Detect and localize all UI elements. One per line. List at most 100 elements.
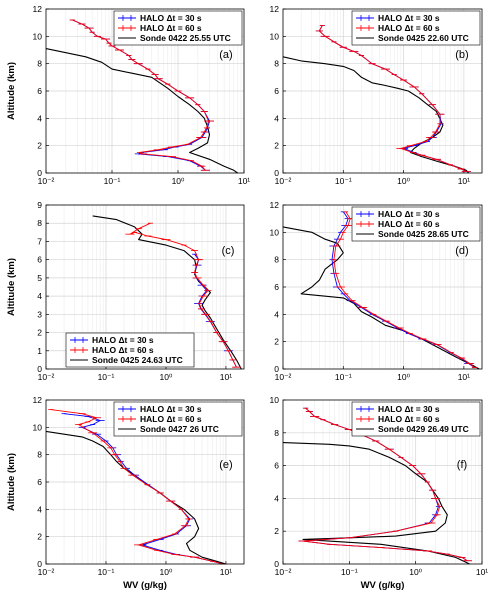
y-tick-label: 10 <box>270 31 280 41</box>
y-tick-label: 12 <box>270 200 280 210</box>
y-tick-label: 3 <box>37 309 42 319</box>
y-tick-label: 4 <box>37 291 42 301</box>
y-tick-label: 8 <box>274 255 279 265</box>
plot-frame <box>282 204 483 370</box>
series-line <box>50 409 224 565</box>
y-tick-label: 2 <box>37 141 42 151</box>
y-tick-label: 0 <box>37 364 42 374</box>
y-tick-label: 4 <box>274 493 279 503</box>
y-tick-label: 4 <box>37 113 42 123</box>
legend-label: HALO Δt = 30 s <box>140 13 202 23</box>
x-tick-label: 10⁻² <box>275 372 292 382</box>
legend-label: HALO Δt = 60 s <box>140 23 202 33</box>
panel-label: (a) <box>219 49 232 61</box>
x-tick-label: 10⁰ <box>160 567 173 577</box>
x-tick-label: 10¹ <box>220 567 232 577</box>
x-tick-label: 10¹ <box>458 372 470 382</box>
y-tick-label: 6 <box>37 477 42 487</box>
y-tick-label: 6 <box>37 255 42 265</box>
panel-label: (f) <box>457 459 467 471</box>
plot-frame <box>282 399 483 565</box>
legend-label: HALO Δt = 60 s <box>378 414 440 424</box>
x-tick-label: 10⁻¹ <box>335 372 352 382</box>
x-tick-label: 10⁰ <box>397 176 410 186</box>
plot-frame <box>45 204 245 370</box>
series-line <box>129 222 237 368</box>
panel-label: (c) <box>222 245 235 257</box>
y-tick-label: 12 <box>33 4 43 14</box>
y-tick-label: 0 <box>274 364 279 374</box>
y-tick-label: 1 <box>37 346 42 356</box>
legend-label: Sonde 0425 24.63 UTC <box>92 355 183 365</box>
y-tick-label: 10 <box>270 395 280 405</box>
legend-label: Sonde 0425 28.65 UTC <box>378 229 469 239</box>
panel-a: 10⁻² 10⁻¹ 10⁰ 10¹ 0 2 4 6 8 10 12 HALO Δt = 30 sHAL… <box>6 4 250 186</box>
x-tick-label: 10⁻² <box>38 176 55 186</box>
y-axis-label: Altitude (km) <box>6 453 17 511</box>
x-tick-label: 10⁻² <box>38 372 55 382</box>
y-tick-label: 7 <box>37 236 42 246</box>
y-axis-label: Altitude (km) <box>6 258 17 316</box>
series-line <box>282 56 470 174</box>
y-tick-label: 6 <box>274 86 279 96</box>
y-tick-label: 4 <box>274 113 279 123</box>
legend-label: HALO Δt = 30 s <box>92 335 154 345</box>
legend-label: Sonde 0422 25.55 UTC <box>140 33 231 43</box>
y-tick-label: 2 <box>274 141 279 151</box>
y-tick-label: 5 <box>37 273 42 283</box>
panel-c: 10⁻² 10⁻¹ 10⁰ 10¹ 0 1 2 3 4 5 6 7 8 9 HALO Δt = 30 sHA… <box>6 200 245 382</box>
y-tick-label: 2 <box>274 337 279 347</box>
panel-e: 10⁻² 10⁻¹ 10⁰ 10¹ 0 2 4 6 8 10 12 HALO Δt = 30 sHAL… <box>6 395 245 591</box>
y-tick-label: 8 <box>37 218 42 228</box>
series-line <box>333 211 475 368</box>
series-line <box>45 48 238 174</box>
legend-label: HALO Δt = 30 s <box>140 404 202 414</box>
legend-label: Sonde 0425 22.60 UTC <box>378 33 469 43</box>
y-tick-label: 0 <box>274 559 279 569</box>
legend-label: Sonde 0427 26 UTC <box>140 424 219 434</box>
plot-frame <box>282 8 483 174</box>
legend-label: HALO Δt = 30 s <box>378 209 440 219</box>
series-line <box>282 226 480 370</box>
x-tick-label: 10¹ <box>220 372 232 382</box>
y-tick-label: 12 <box>270 4 280 14</box>
y-tick-label: 0 <box>274 168 279 178</box>
legend-label: Sonde 0429 26.49 UTC <box>378 424 469 434</box>
panel-f: 10⁻² 10⁻¹ 10⁰ 10¹ 0 2 4 6 8 10 HALO Δt = 30 sHALO … <box>270 395 489 591</box>
x-tick-label: 10⁻² <box>275 567 292 577</box>
y-axis-label: Altitude (km) <box>6 62 17 120</box>
x-tick-label: 10⁰ <box>397 372 410 382</box>
legend-label: HALO Δt = 30 s <box>378 404 440 414</box>
y-tick-label: 10 <box>33 422 43 432</box>
y-tick-label: 6 <box>274 282 279 292</box>
y-tick-label: 9 <box>37 200 42 210</box>
y-tick-label: 10 <box>270 227 280 237</box>
x-tick-label: 10⁻¹ <box>98 567 115 577</box>
panel-label: (d) <box>455 245 468 257</box>
y-tick-label: 6 <box>37 86 42 96</box>
y-tick-label: 2 <box>37 532 42 542</box>
y-tick-label: 8 <box>274 428 279 438</box>
x-tick-label: 10⁰ <box>409 567 422 577</box>
x-tick-label: 10⁻¹ <box>98 372 115 382</box>
y-tick-label: 4 <box>37 504 42 514</box>
x-tick-label: 10⁻¹ <box>335 176 352 186</box>
x-tick-label: 10¹ <box>238 176 250 186</box>
y-tick-label: 6 <box>274 461 279 471</box>
y-tick-label: 8 <box>274 59 279 69</box>
legend-label: HALO Δt = 60 s <box>378 219 440 229</box>
x-tick-label: 10¹ <box>458 176 470 186</box>
x-axis-label: WV (g/kg) <box>123 580 167 591</box>
x-tick-label: 10⁻¹ <box>104 176 121 186</box>
y-tick-label: 10 <box>33 31 43 41</box>
panel-b: 10⁻² 10⁻¹ 10⁰ 10¹ 0 2 4 6 8 10 12 HALO Δt = 30 sHAL… <box>270 4 483 186</box>
panel-d: 10⁻² 10⁻¹ 10⁰ 10¹ 0 2 4 6 8 10 12 HALO Δt = 30 sHAL… <box>270 200 483 382</box>
y-tick-label: 2 <box>274 526 279 536</box>
y-tick-label: 8 <box>37 59 42 69</box>
legend-label: HALO Δt = 60 s <box>140 414 202 424</box>
x-tick-label: 10⁻¹ <box>341 567 358 577</box>
